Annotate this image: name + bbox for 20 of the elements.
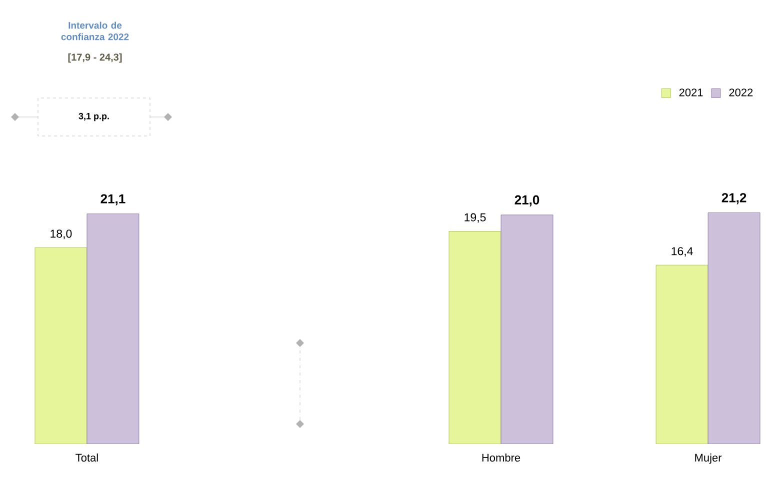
data-label: 18,0 — [50, 230, 72, 240]
data-label: 21,1 — [100, 194, 126, 206]
text: 3,1 p.p. — [78, 112, 109, 122]
data-label: 19,5 — [464, 213, 486, 223]
x-tick-label: Total — [76, 454, 98, 462]
legend-label: 2021 — [679, 88, 703, 96]
text: Intervalo de confianza 2022 — [61, 22, 129, 40]
text: [17,9 - 24,3] — [68, 53, 122, 63]
data-label: 21,2 — [722, 193, 746, 204]
bar — [656, 264, 708, 444]
x-tick-label: Mujer — [695, 454, 722, 464]
bar — [500, 214, 554, 444]
bar — [448, 231, 502, 444]
legend-label: 2022 — [729, 88, 753, 96]
bar — [86, 214, 140, 444]
bar — [34, 247, 88, 444]
data-label: 16,4 — [672, 247, 693, 257]
x-tick-label: Hombre — [482, 454, 520, 462]
bar — [708, 212, 760, 444]
data-label: 21,0 — [514, 195, 540, 206]
